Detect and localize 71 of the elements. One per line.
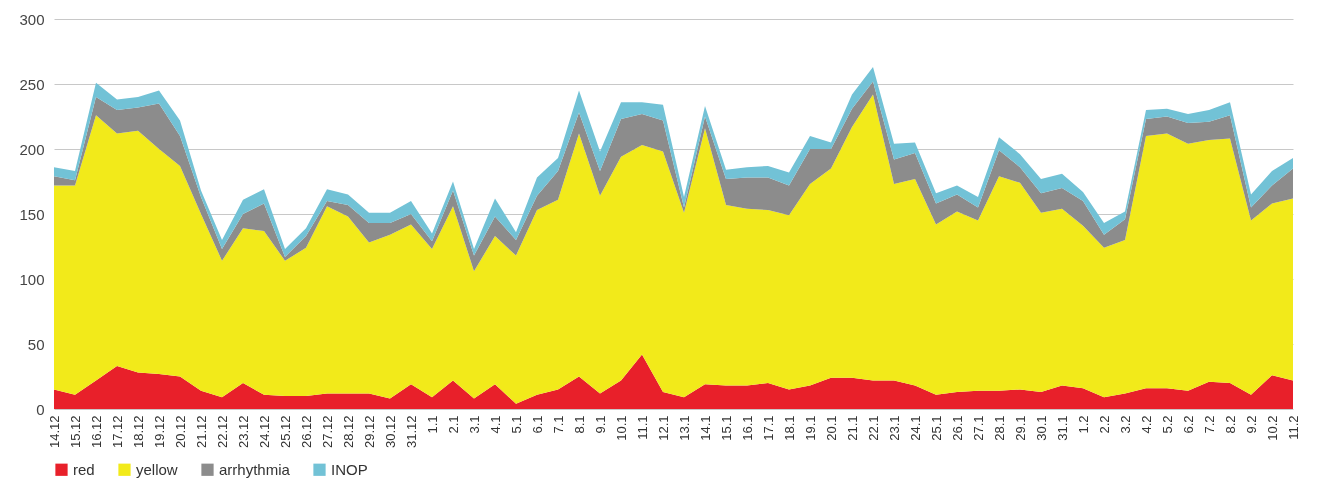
y-tick-label: 50 bbox=[27, 335, 45, 353]
x-tick-label: 15.1 bbox=[718, 415, 734, 441]
x-tick-label: 20.12 bbox=[172, 415, 188, 449]
y-tick-label: 100 bbox=[19, 270, 45, 288]
x-tick-label: 10.1 bbox=[613, 415, 629, 441]
x-tick-label: 16.12 bbox=[88, 415, 104, 449]
x-tick-label: 15.12 bbox=[67, 415, 83, 449]
x-tick-label: 8.2 bbox=[1222, 415, 1238, 434]
y-tick-label: 200 bbox=[19, 140, 45, 158]
x-tick-label: 19.1 bbox=[802, 415, 818, 441]
x-tick-label: 23.12 bbox=[235, 415, 251, 449]
x-tick-label: 9.2 bbox=[1243, 415, 1259, 434]
x-tick-label: 2.1 bbox=[445, 415, 461, 434]
legend-label: yellow bbox=[136, 460, 178, 478]
y-tick-label: 0 bbox=[36, 400, 45, 418]
x-tick-label: 31.12 bbox=[403, 415, 419, 449]
x-tick-label: 4.2 bbox=[1138, 415, 1154, 434]
x-tick-label: 5.2 bbox=[1159, 415, 1175, 434]
x-tick-label: 14.12 bbox=[46, 415, 62, 449]
x-tick-label: 31.1 bbox=[1054, 415, 1070, 441]
x-tick-label: 27.1 bbox=[970, 415, 986, 441]
x-tick-label: 30.1 bbox=[1033, 415, 1049, 441]
x-tick-label: 10.2 bbox=[1264, 415, 1280, 441]
x-tick-label: 7.2 bbox=[1201, 415, 1217, 434]
x-tick-label: 13.1 bbox=[676, 415, 692, 441]
x-tick-label: 26.1 bbox=[949, 415, 965, 441]
x-tick-label: 1.1 bbox=[424, 415, 440, 434]
x-tick-label: 21.12 bbox=[193, 415, 209, 449]
x-tick-label: 3.2 bbox=[1117, 415, 1133, 434]
x-tick-label: 14.1 bbox=[697, 415, 713, 441]
x-tick-label: 12.1 bbox=[655, 415, 671, 441]
x-tick-label: 11.1 bbox=[634, 415, 650, 440]
x-tick-label: 24.12 bbox=[256, 415, 272, 449]
x-tick-label: 22.12 bbox=[214, 415, 230, 449]
x-tick-label: 5.1 bbox=[508, 415, 524, 434]
x-tick-label: 6.2 bbox=[1180, 415, 1196, 434]
x-tick-label: 23.1 bbox=[886, 415, 902, 441]
x-tick-label: 1.2 bbox=[1075, 415, 1091, 434]
x-tick-label: 16.1 bbox=[739, 415, 755, 441]
y-tick-label: 150 bbox=[19, 205, 45, 223]
x-tick-label: 7.1 bbox=[550, 415, 566, 434]
x-tick-label: 11.2 bbox=[1285, 415, 1301, 440]
x-tick-label: 17.12 bbox=[109, 415, 125, 449]
x-tick-label: 22.1 bbox=[865, 415, 881, 441]
x-tick-label: 8.1 bbox=[571, 415, 587, 434]
legend-label: arrhythmia bbox=[219, 460, 291, 478]
x-tick-label: 21.1 bbox=[844, 415, 860, 441]
x-tick-label: 18.12 bbox=[130, 415, 146, 449]
x-tick-label: 3.1 bbox=[466, 415, 482, 434]
x-tick-label: 30.12 bbox=[382, 415, 398, 449]
y-tick-label: 300 bbox=[19, 10, 45, 28]
x-tick-label: 9.1 bbox=[592, 415, 608, 434]
x-tick-label: 29.12 bbox=[361, 415, 377, 449]
x-tick-label: 6.1 bbox=[529, 415, 545, 434]
x-tick-label: 27.12 bbox=[319, 415, 335, 449]
x-tick-label: 24.1 bbox=[907, 415, 923, 441]
x-tick-label: 25.12 bbox=[277, 415, 293, 449]
legend-label: INOP bbox=[331, 460, 368, 478]
x-tick-label: 4.1 bbox=[487, 415, 503, 434]
x-tick-label: 17.1 bbox=[760, 415, 776, 441]
x-tick-label: 29.1 bbox=[1012, 415, 1028, 441]
x-tick-label: 25.1 bbox=[928, 415, 944, 441]
x-tick-label: 26.12 bbox=[298, 415, 314, 449]
y-tick-label: 250 bbox=[19, 75, 45, 93]
x-tick-label: 28.1 bbox=[991, 415, 1007, 441]
x-tick-label: 28.12 bbox=[340, 415, 356, 449]
legend-label: red bbox=[73, 460, 95, 478]
x-tick-label: 2.2 bbox=[1096, 415, 1112, 434]
x-tick-label: 20.1 bbox=[823, 415, 839, 441]
x-tick-label: 19.12 bbox=[151, 415, 167, 449]
x-tick-label: 18.1 bbox=[781, 415, 797, 441]
